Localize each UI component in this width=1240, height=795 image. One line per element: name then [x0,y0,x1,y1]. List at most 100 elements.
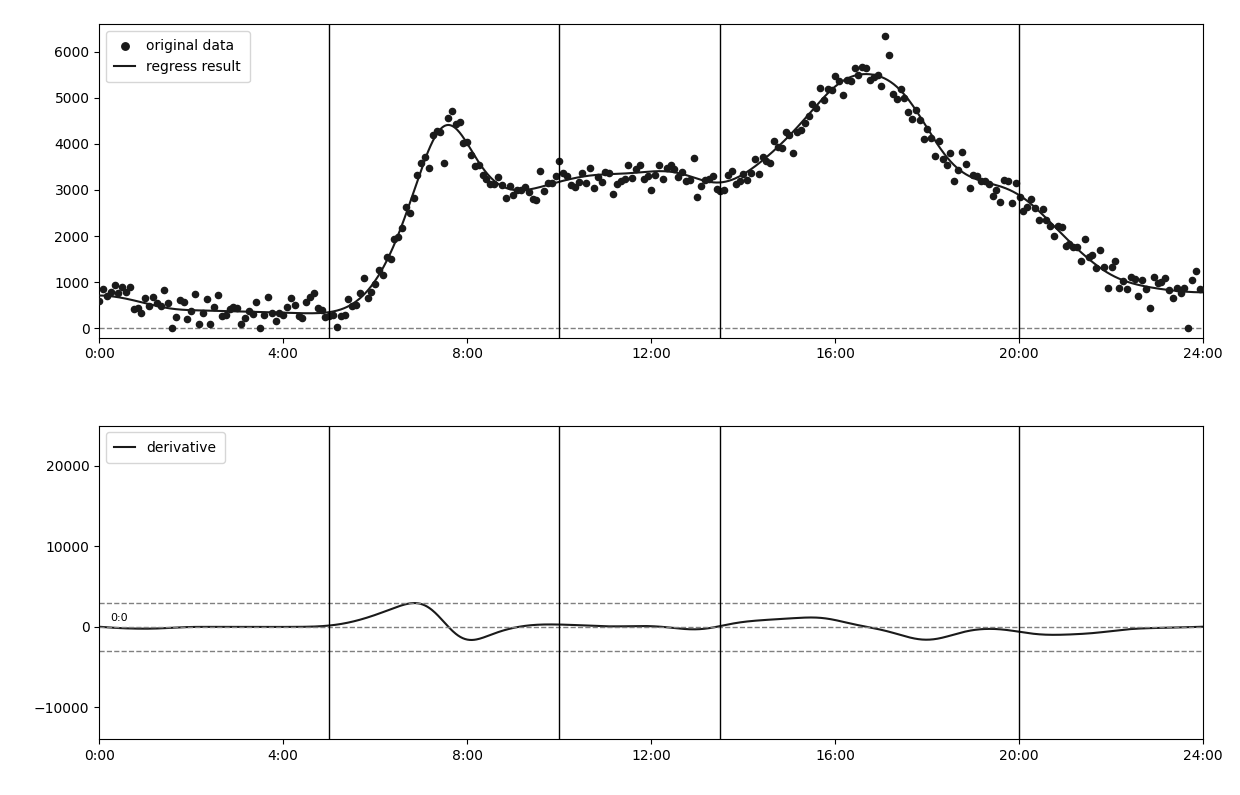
original data [830,75,849,87]
original data [722,165,742,177]
original data [404,192,424,204]
regress result [1195,288,1210,297]
original data [707,183,727,196]
original data [143,291,162,304]
original data [166,311,186,324]
original data [1101,260,1121,273]
original data [396,201,415,214]
original data [714,184,734,196]
original data [201,318,221,331]
original data [128,301,148,314]
original data [278,301,298,313]
original data [1125,273,1145,285]
original data [756,154,776,167]
original data [868,69,888,82]
derivative [968,625,983,634]
original data [522,192,542,205]
original data [1178,322,1198,335]
original data [680,173,699,186]
original data [813,94,833,107]
original data [630,158,650,171]
original data [1055,240,1075,253]
original data [174,296,193,308]
original data [485,178,505,191]
original data [1086,262,1106,274]
original data [569,176,589,188]
original data [994,173,1014,186]
Legend: derivative: derivative [107,432,224,463]
original data [903,113,923,126]
original data [120,281,140,293]
original data [362,286,382,299]
original data [753,151,773,164]
original data [511,183,531,196]
original data [1048,219,1068,232]
original data [311,304,331,316]
original data [146,297,166,310]
original data [1017,200,1037,213]
original data [837,73,857,86]
original data [810,81,830,94]
original data [1132,274,1152,287]
original data [637,169,657,182]
original data [729,174,749,187]
original data [1068,241,1087,254]
original data [967,169,987,182]
original data [606,178,626,191]
original data [366,277,386,290]
original data [699,173,719,186]
original data [357,292,377,304]
original data [139,300,159,312]
regress result [301,308,316,318]
original data [1044,230,1064,242]
original data [339,293,358,305]
original data [776,126,796,138]
original data [503,188,523,201]
original data [595,165,615,178]
derivative [92,622,107,631]
original data [507,184,527,196]
original data [764,135,784,148]
original data [1185,264,1205,277]
original data [381,252,401,265]
original data [399,207,419,219]
original data [921,131,941,144]
original data [192,306,212,319]
Line: derivative: derivative [99,603,1203,640]
original data [427,125,446,138]
original data [914,132,934,145]
original data [1029,213,1049,226]
original data [949,163,968,176]
original data [1033,203,1053,215]
regress result [1065,240,1080,250]
original data [936,158,956,171]
original data [231,318,250,331]
original data [296,296,316,308]
original data [649,159,668,172]
original data [315,311,335,324]
original data [672,165,692,178]
original data [799,111,818,123]
original data [771,142,791,154]
original data [1190,283,1210,296]
original data [430,126,450,138]
original data [978,178,998,191]
original data [560,179,580,192]
Line: regress result: regress result [99,74,1203,313]
original data [1128,290,1148,303]
derivative [461,635,476,645]
original data [584,181,604,194]
original data [872,80,892,92]
original data [634,173,653,185]
original data [159,297,179,309]
original data [104,279,124,292]
regress result [461,142,476,151]
original data [538,176,558,189]
original data [546,169,565,182]
original data [676,174,696,187]
original data [155,283,175,296]
original data [285,299,305,312]
original data [1136,282,1156,295]
original data [549,155,569,168]
original data [890,83,910,95]
